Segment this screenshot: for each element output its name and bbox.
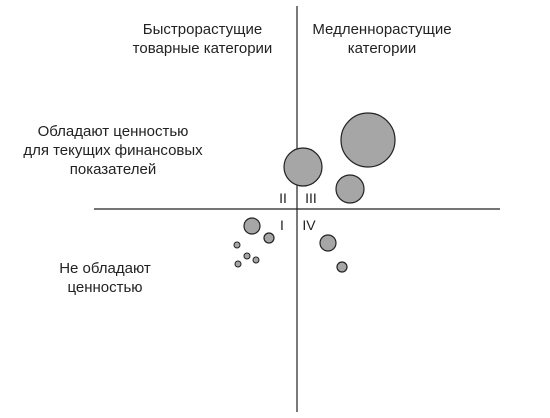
label-fast-growing: Быстрорастущие товарные категории xyxy=(132,21,273,57)
bubble-q3-large xyxy=(340,112,396,168)
bubble-q3-small xyxy=(335,174,365,204)
quadrant-label-iii: III xyxy=(305,190,317,206)
bubble-q4-b xyxy=(336,261,348,273)
label-slow-growing: Медленнорастущие категории xyxy=(312,21,452,57)
label-not-valuable: Не обладают ценностью xyxy=(59,260,151,296)
bubble-q2-q3-medium xyxy=(283,147,323,187)
quadrant-label-i: I xyxy=(280,217,284,233)
bubble-q1-c xyxy=(233,241,241,249)
bubble-q1-e xyxy=(252,256,260,264)
bubble-q1-f xyxy=(234,260,242,268)
bubble-q1-a xyxy=(243,217,261,235)
quadrant-label-iv: IV xyxy=(302,217,316,233)
bubble-q1-b xyxy=(263,232,275,244)
bubble-q4-a xyxy=(319,234,337,252)
quadrant-label-ii: II xyxy=(279,190,287,206)
bubble-q1-d xyxy=(243,252,251,260)
label-valuable: Обладают ценностью для текущих финансовы… xyxy=(23,123,203,178)
